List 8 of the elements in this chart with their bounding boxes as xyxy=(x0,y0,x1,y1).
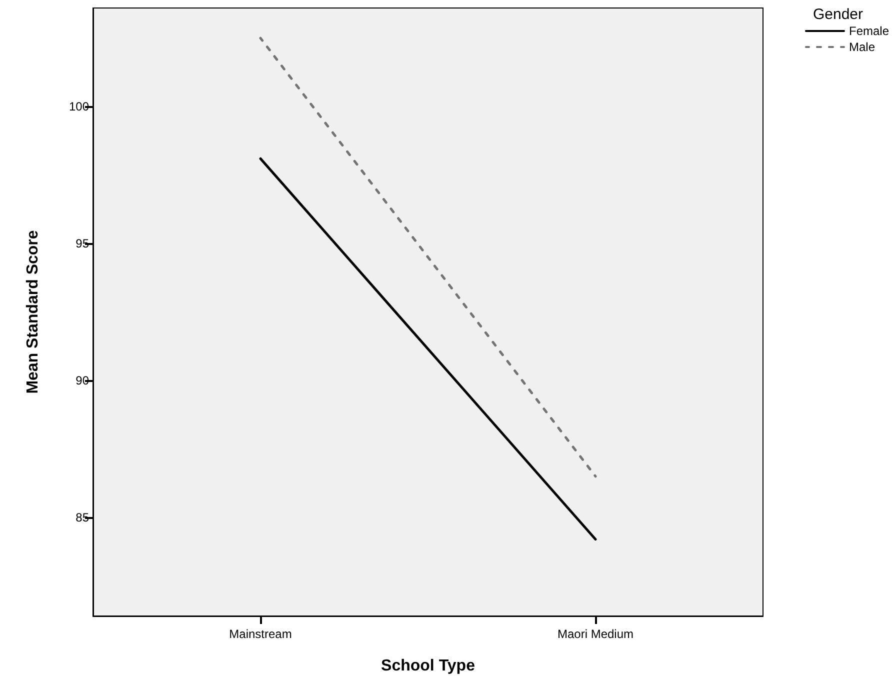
x-tick-label: Maori Medium xyxy=(557,627,634,641)
x-tick-label: Mainstream xyxy=(229,627,292,641)
x-axis-title: School Type xyxy=(381,658,476,674)
legend-label: Male xyxy=(848,40,876,54)
y-axis-title: Mean Standard Score xyxy=(24,230,42,394)
legend-label: Female xyxy=(848,24,890,38)
y-tick-label: 100 xyxy=(68,100,90,114)
legend-title: Gender xyxy=(812,6,864,23)
